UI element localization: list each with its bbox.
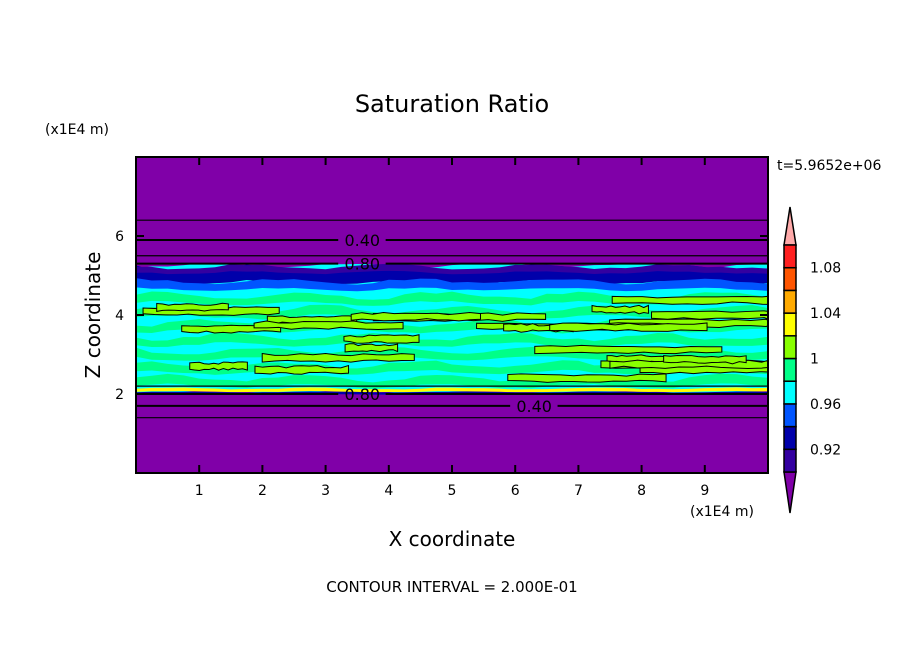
colorbar-swatch [783,357,797,382]
field-patch-lime [507,373,667,383]
colorbar-swatch [783,312,797,337]
x-tick-label: 7 [574,483,583,499]
x-tick-label: 8 [637,483,646,499]
field-patch-lime [549,322,708,332]
field-patch-lime [253,320,404,330]
colorbar-swatch [783,425,797,451]
colorbar-tick-label: 1.08 [810,261,841,277]
colorbar-tick-label: 0.92 [810,442,841,458]
chart-title: Saturation Ratio [355,90,549,118]
colorbar-swatch [783,448,797,473]
x-tick-label: 3 [321,483,330,499]
x-axis-label: X coordinate [389,527,516,551]
colorbar-tick-label: 1 [810,352,819,368]
colorbar-swatch [783,289,797,314]
y-unit-label: (x1E4 m) [45,122,109,138]
colorbar: 0.92 0.96 1 1.04 1.08 [783,206,841,514]
colorbar-swatch [783,266,797,292]
contour-interval-footer: CONTOUR INTERVAL = 2.000E-01 [326,578,577,596]
colorbar-over-arrow [783,206,797,246]
field-patch-lime [156,302,229,312]
field-band-green [136,332,768,348]
plot-field [136,157,769,473]
x-tick-label: 9 [700,483,709,499]
y-tick-label: 2 [115,387,124,403]
x-tick-label: 1 [195,483,204,499]
field-band-green [136,373,768,389]
colorbar-swatch [783,335,797,360]
axes: 1 2 3 4 5 6 7 8 9 2 4 6 [115,157,768,499]
field-band-blue [136,278,768,292]
y-axis-label: Z coordinate [81,252,105,379]
time-label: t=5.9652e+06 [777,158,881,174]
x-tick-label: 4 [384,483,393,499]
field-patch-lime [343,334,420,344]
x-tick-label: 6 [511,483,520,499]
x-tick-label: 2 [258,483,267,499]
field-band-green [136,291,768,306]
y-tick-label: 6 [115,229,124,245]
field-band-indigo [136,263,768,275]
y-tick-label: 4 [115,308,124,324]
contour-lines: 0.40 0.80 0.80 0.40 [136,219,768,419]
x-tick-label: 5 [448,483,457,499]
colorbar-swatch [783,380,797,405]
colorbar-under-arrow [783,471,797,514]
field-patch-lime [663,354,747,365]
field-patch-lime [651,310,769,320]
field-patch-lime [344,343,399,353]
contour-label: 0.40 [516,397,552,416]
field-band-yellow [136,387,768,393]
field-patch-lime [534,344,723,355]
contour-label: 0.80 [344,385,380,404]
colorbar-tick-label: 0.96 [810,397,841,413]
field-patch-lime [254,364,350,375]
field-patch-lime [591,304,649,315]
field-patch-lime [611,295,769,305]
colorbar-tick-label: 1.04 [810,306,841,322]
contour-label: 0.80 [344,255,380,274]
field-patch-lime [261,352,415,363]
field-patch-lime [189,361,248,371]
colorbar-swatch [783,403,797,428]
x-unit-label: (x1E4 m) [690,504,754,520]
contour-label: 0.40 [344,231,380,250]
colorbar-swatch [783,244,797,269]
field-patch-lime [350,311,481,322]
